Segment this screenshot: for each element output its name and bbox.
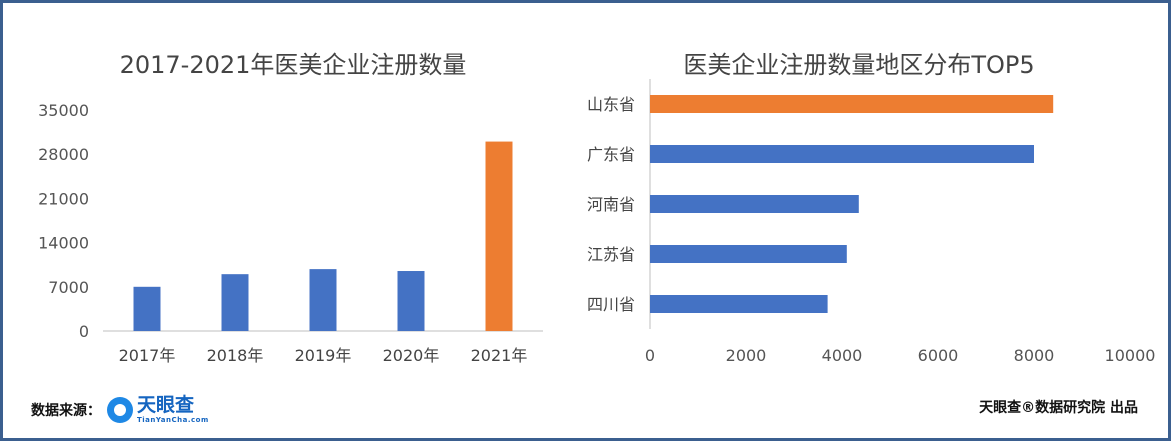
source-attribution: 数据来源： 天眼查 TianYanCha.com bbox=[31, 396, 209, 424]
y-tick-label: 河南省 bbox=[587, 195, 635, 214]
x-tick-label: 2020年 bbox=[383, 346, 440, 365]
logo-name: 天眼查 bbox=[137, 394, 195, 416]
charts-canvas: 2017-2021年医美企业注册数量 0 7000 14000 21000 28000 35… bbox=[38, 51, 1156, 365]
publisher-credit: 天眼查®数据研究院 出品 bbox=[979, 400, 1138, 416]
x-tick-label: 2018年 bbox=[207, 346, 264, 365]
y-tick-label: 四川省 bbox=[587, 295, 635, 314]
source-label: 数据来源： bbox=[31, 403, 101, 419]
x-tick-label: 2000 bbox=[726, 346, 767, 365]
y-tick-label: 7000 bbox=[48, 278, 89, 297]
x-tick-label: 8000 bbox=[1014, 346, 1055, 365]
x-tick-label: 10000 bbox=[1105, 346, 1156, 365]
bar bbox=[650, 245, 847, 263]
bar bbox=[485, 141, 513, 331]
x-tick-label: 2019年 bbox=[295, 346, 352, 365]
y-tick-label: 35000 bbox=[38, 101, 89, 120]
x-tick-label: 2017年 bbox=[119, 346, 176, 365]
x-tick-label: 6000 bbox=[918, 346, 959, 365]
bar bbox=[650, 195, 859, 213]
x-tick-label: 2021年 bbox=[471, 346, 528, 365]
bar bbox=[397, 271, 425, 331]
bar bbox=[650, 95, 1054, 113]
logo-subtext: TianYanCha.com bbox=[137, 416, 209, 424]
chart-title: 2017-2021年医美企业注册数量 bbox=[120, 51, 467, 79]
chart-title: 医美企业注册数量地区分布TOP5 bbox=[683, 51, 1034, 79]
y-tick-label: 广东省 bbox=[587, 145, 635, 164]
bar bbox=[650, 295, 828, 313]
y-tick-label: 0 bbox=[79, 322, 89, 341]
y-tick-label: 14000 bbox=[38, 234, 89, 253]
y-tick-label: 山东省 bbox=[587, 95, 635, 114]
logo-eye-icon bbox=[107, 397, 133, 423]
x-tick-label: 0 bbox=[645, 346, 655, 365]
bar bbox=[133, 286, 161, 331]
tianyancha-logo: 天眼查 TianYanCha.com bbox=[107, 396, 209, 424]
bar bbox=[221, 274, 249, 331]
bar bbox=[650, 145, 1034, 163]
y-tick-label: 21000 bbox=[38, 189, 89, 208]
x-tick-label: 4000 bbox=[822, 346, 863, 365]
y-tick-label: 28000 bbox=[38, 145, 89, 164]
bar bbox=[309, 269, 337, 331]
y-tick-label: 江苏省 bbox=[587, 245, 635, 264]
